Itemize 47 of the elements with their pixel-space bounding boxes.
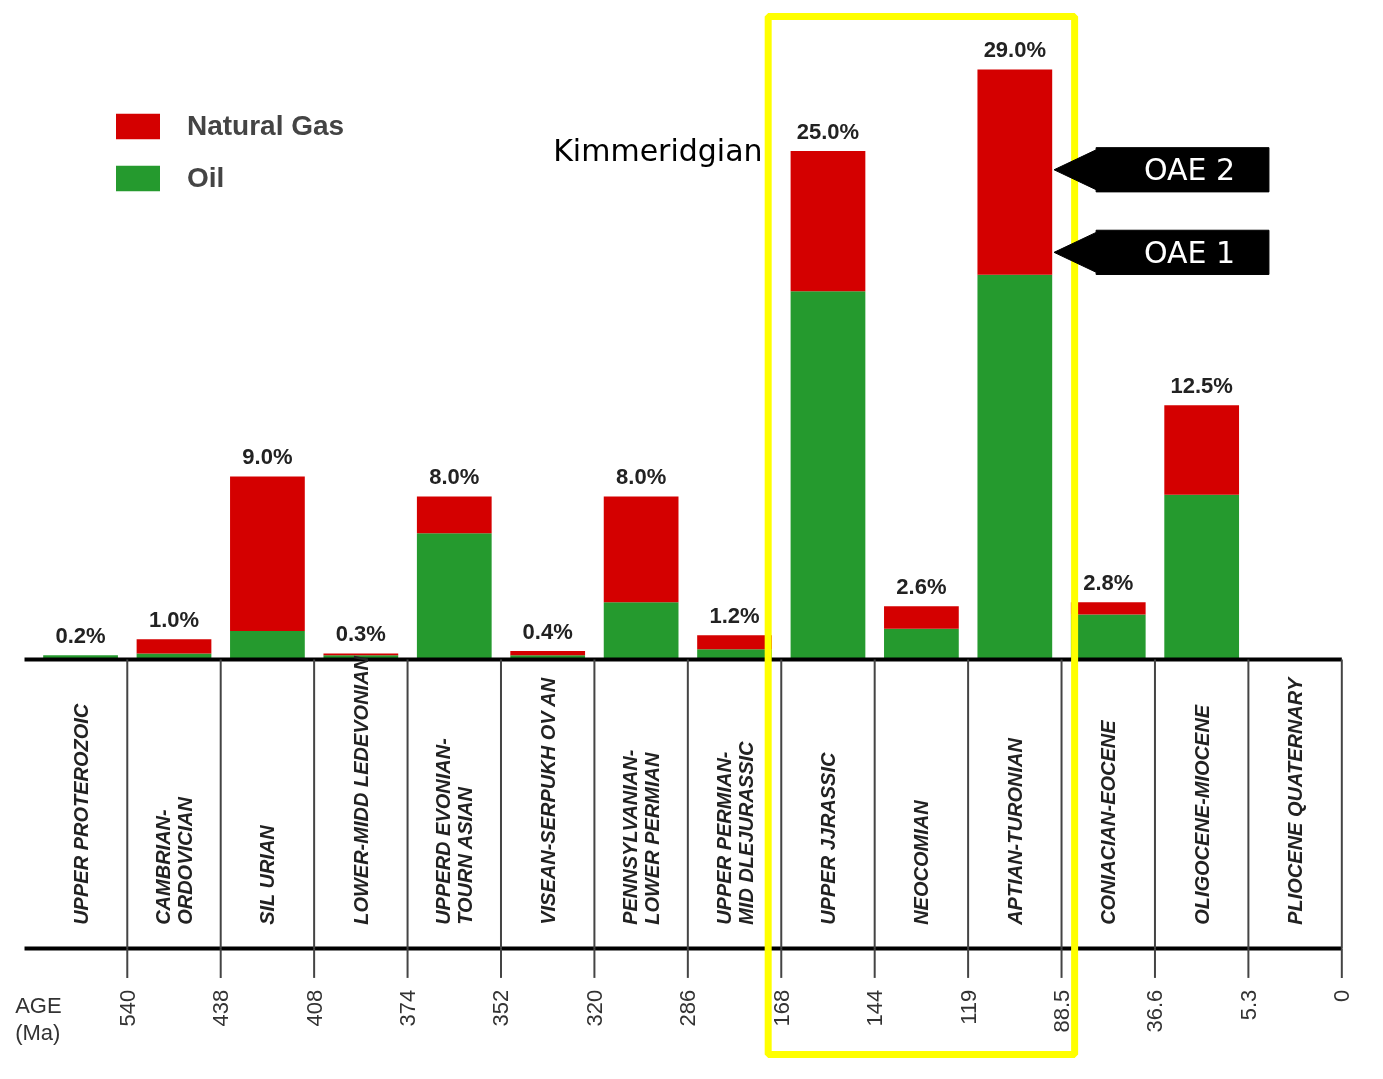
text: 540 bbox=[114, 989, 140, 1027]
x-tick-label: LOWER-MIDD LEDEVONIAN bbox=[349, 655, 372, 925]
x-tick-label: PLIOCENE QUATERNARY bbox=[1284, 676, 1307, 925]
annotation: 8.0% bbox=[616, 464, 667, 490]
legend-label: Oil bbox=[187, 162, 225, 194]
text: 0 bbox=[1329, 989, 1355, 1002]
x-tick-label: APTIAN-TURONIAN bbox=[1003, 737, 1026, 926]
annotation: 9.0% bbox=[242, 444, 293, 470]
annotation: 2.8% bbox=[1083, 570, 1134, 596]
x-tick-label: UPPER JJRASSIC bbox=[816, 751, 839, 925]
x-tick-label: SIL URIAN bbox=[256, 824, 279, 925]
text: 5.3 bbox=[1235, 989, 1261, 1021]
x-tick-label: CONIACIAN-EOCENE bbox=[1097, 719, 1120, 925]
text: 168 bbox=[768, 989, 794, 1027]
x-tick-label: UPPERD EVONIAN- TOURN ASIAN bbox=[432, 737, 477, 925]
annotation: Kimmeridgian bbox=[553, 133, 763, 169]
text: AGE (Ma) bbox=[15, 992, 62, 1046]
text: 320 bbox=[581, 989, 607, 1027]
annotation: 0.4% bbox=[522, 619, 573, 645]
x-tick-label: UPPER PERMIAN- MID DLEJURASSIC bbox=[712, 740, 757, 925]
annotation: OAE 2 bbox=[1143, 152, 1236, 188]
text: 374 bbox=[395, 989, 421, 1027]
text: 438 bbox=[208, 989, 234, 1027]
text: 144 bbox=[862, 989, 888, 1027]
text: 286 bbox=[675, 989, 701, 1027]
annotation: 1.0% bbox=[148, 607, 200, 633]
annotation: 12.5% bbox=[1170, 373, 1233, 399]
annotation: 25.0% bbox=[796, 118, 860, 144]
x-tick-label: VISEAN-SERPUKH OV AN bbox=[536, 677, 559, 925]
annotation: 1.2% bbox=[709, 603, 760, 629]
annotation: 8.0% bbox=[429, 464, 480, 490]
text: 352 bbox=[488, 989, 514, 1027]
annotation: 2.6% bbox=[896, 574, 947, 600]
annotation: 0.2% bbox=[55, 623, 106, 649]
x-tick-label: UPPER PROTEROZOIC bbox=[69, 703, 92, 925]
legend-label: Natural Gas bbox=[187, 110, 345, 142]
annotation: OAE 1 bbox=[1143, 234, 1236, 270]
annotation: 0.3% bbox=[335, 621, 386, 647]
x-tick-label: OLIGOCENE-MIOCENE bbox=[1190, 704, 1213, 925]
text: 408 bbox=[301, 989, 327, 1027]
text: 119 bbox=[955, 989, 981, 1025]
text: 88.5 bbox=[1049, 989, 1075, 1033]
x-tick-label: NEOCOMIAN bbox=[910, 799, 933, 925]
x-tick-label: CAMBRIAN- ORDOVICIAN bbox=[151, 796, 196, 925]
text: 36.6 bbox=[1142, 989, 1168, 1033]
annotation: 29.0% bbox=[983, 37, 1047, 63]
x-tick-label: PENNSYLVANIAN- LOWER PERMIAN bbox=[619, 749, 664, 925]
